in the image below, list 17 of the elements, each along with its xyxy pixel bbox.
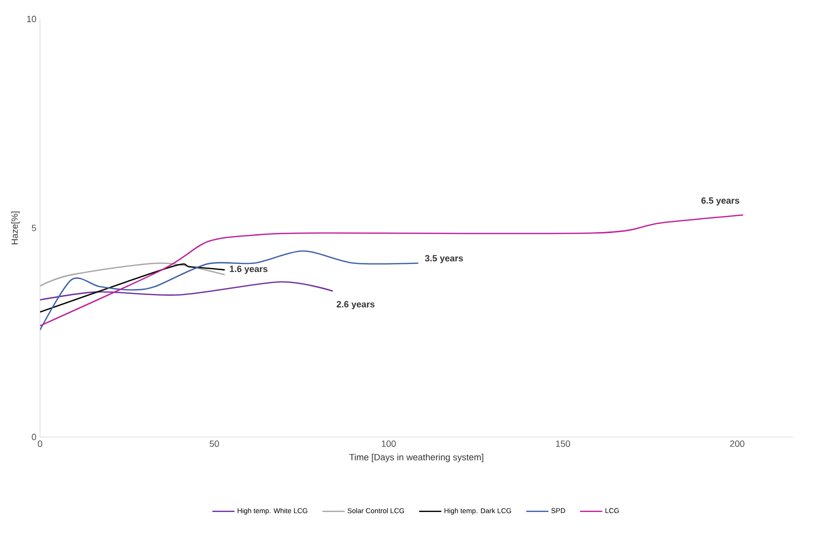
x-tick-label: 200 — [730, 440, 744, 447]
x-tick-label: 150 — [556, 440, 570, 447]
y-tick-label: 0 — [32, 434, 36, 440]
annotation: 2.6 years — [336, 301, 375, 310]
y-tick-label: 5 — [32, 224, 36, 232]
x-tick-label: 50 — [210, 440, 219, 447]
x-axis-title: Time [Days in weathering system] — [349, 454, 484, 462]
annotation: 1.6 years — [230, 266, 268, 274]
x-tick-label: 100 — [382, 440, 396, 447]
y-tick-label: 10 — [27, 16, 36, 22]
y-axis-title: Haze[%] — [11, 212, 20, 244]
x-tick-label: 0 — [38, 440, 42, 447]
line-series — [40, 250, 419, 331]
annotation: 3.5 years — [424, 255, 463, 264]
line-series — [40, 281, 334, 301]
annotation: 6.5 years — [701, 197, 740, 206]
line-series — [40, 214, 744, 326]
